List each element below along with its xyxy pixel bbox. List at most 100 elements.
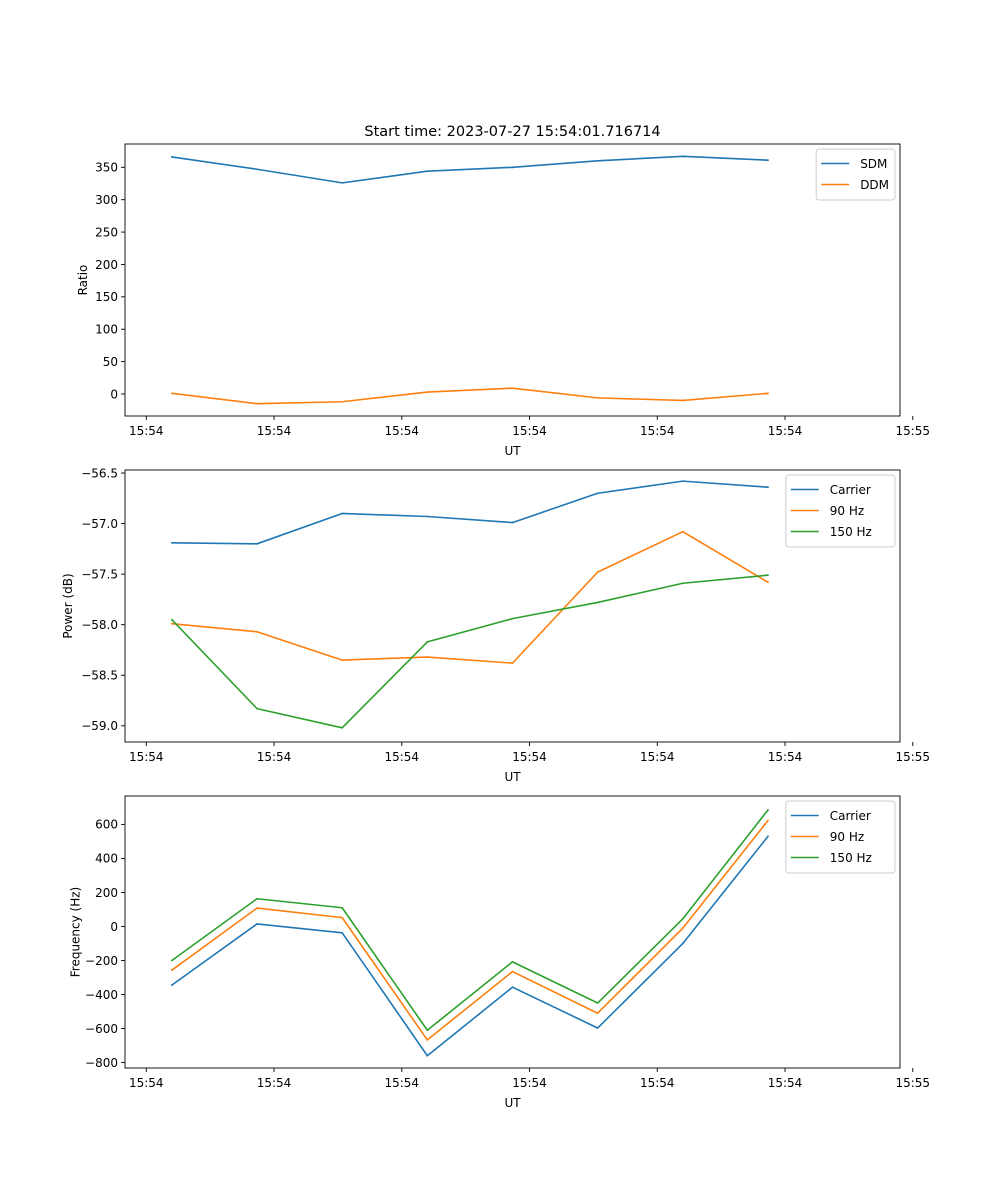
data-point	[596, 1012, 599, 1015]
x-tick-label: 15:54	[640, 750, 675, 764]
data-point	[681, 155, 684, 158]
legend-box	[815, 148, 896, 201]
series-line	[171, 809, 769, 1032]
series-line	[171, 574, 769, 729]
x-tick-label: 15:54	[768, 1076, 803, 1090]
x-tick-label: 15:55	[895, 424, 930, 438]
data-point	[511, 521, 514, 524]
series-150-hz	[170, 809, 769, 1032]
data-point	[170, 541, 173, 544]
series-line	[171, 820, 769, 1041]
x-tick-label: 15:54	[640, 424, 675, 438]
legend-label: 90 Hz	[830, 830, 864, 844]
x-tick-label: 15:54	[129, 424, 164, 438]
legend-label: DDM	[860, 178, 889, 192]
x-tick-label: 15:55	[895, 1076, 930, 1090]
legend-label: 90 Hz	[830, 504, 864, 518]
data-point	[256, 897, 258, 900]
series-90-hz	[170, 819, 769, 1041]
axes-frame	[124, 469, 901, 743]
data-point	[170, 392, 173, 395]
series-carrier	[170, 835, 769, 1057]
data-point	[596, 1027, 599, 1029]
y-tick-label: −56.5	[81, 466, 118, 480]
data-point	[767, 486, 769, 489]
data-point	[426, 1029, 429, 1032]
series-line	[171, 155, 769, 184]
y-tick-label: −600	[85, 1022, 118, 1036]
x-tick-label: 15:54	[129, 750, 164, 764]
data-point	[170, 618, 173, 621]
data-point	[256, 923, 258, 925]
legend-label: 150 Hz	[830, 525, 872, 539]
y-tick-label: 350	[95, 161, 118, 175]
data-point	[596, 601, 599, 604]
legend-label: SDM	[860, 157, 887, 171]
series-line	[171, 835, 769, 1057]
data-point	[341, 916, 344, 919]
data-point	[681, 917, 684, 920]
y-tick-label: 300	[95, 193, 118, 207]
data-point	[767, 809, 769, 811]
legend-box	[785, 800, 896, 874]
series-carrier	[170, 480, 769, 545]
y-tick-label: 50	[103, 355, 118, 369]
y-tick-label: 100	[95, 323, 118, 337]
legend: Carrier 90 Hz 150 Hz	[785, 800, 896, 874]
y-tick-label: 200	[95, 258, 118, 272]
legend-label: Carrier	[830, 809, 871, 823]
series-line	[171, 387, 769, 405]
data-point	[426, 656, 429, 658]
data-point	[596, 159, 599, 162]
data-point	[256, 402, 258, 405]
x-tick-label: 15:54	[768, 424, 803, 438]
x-tick-label: 15:54	[512, 424, 547, 438]
legend: Carrier 90 Hz 150 Hz	[785, 474, 896, 548]
x-tick-label: 15:54	[257, 1076, 292, 1090]
data-point	[511, 166, 514, 169]
x-tick-label: 15:54	[384, 750, 419, 764]
data-point	[767, 159, 769, 162]
legend-label: 150 Hz	[830, 851, 872, 865]
data-point	[341, 181, 344, 184]
y-tick-label: 250	[95, 225, 118, 239]
data-point	[681, 582, 684, 585]
y-tick-label: 400	[95, 852, 118, 866]
x-tick-label: 15:54	[384, 424, 419, 438]
series-150-hz	[170, 574, 769, 729]
data-point	[767, 581, 769, 584]
x-axis-label: UT	[504, 444, 521, 458]
panel-1: 15:54 15:54 15:54 15:54 15:54 15:54 15:55 0 50 10…	[76, 143, 930, 458]
y-tick-label: −200	[85, 954, 118, 968]
data-point	[681, 399, 684, 402]
y-tick-label: −57.5	[81, 567, 118, 581]
series-sdm	[170, 155, 769, 184]
x-tick-label: 15:54	[512, 750, 547, 764]
data-point	[426, 1054, 429, 1057]
legend: SDM DDM	[815, 148, 896, 201]
data-point	[767, 574, 769, 577]
data-point	[341, 931, 344, 934]
data-point	[767, 819, 769, 822]
x-tick-label: 15:55	[895, 750, 930, 764]
y-tick-label: −58.0	[81, 618, 118, 632]
x-tick-label: 15:54	[257, 750, 292, 764]
y-tick-label: −800	[85, 1056, 118, 1070]
x-axis-label: UT	[504, 1096, 521, 1110]
data-point	[596, 571, 599, 574]
x-tick-label: 15:54	[257, 424, 292, 438]
data-point	[170, 959, 173, 962]
panel-3: 15:54 15:54 15:54 15:54 15:54 15:54 15:55 −800 −…	[68, 795, 930, 1110]
y-tick-label: 600	[95, 818, 118, 832]
x-tick-label: 15:54	[768, 750, 803, 764]
data-point	[426, 515, 429, 518]
data-point	[426, 391, 429, 393]
panel-2: 15:54 15:54 15:54 15:54 15:54 15:54 15:55 −59.0…	[61, 466, 930, 784]
y-tick-label: −59.0	[81, 719, 118, 733]
legend-label: Carrier	[830, 483, 871, 497]
panels: 15:54 15:54 15:54 15:54 15:54 15:54 15:55 0 50 10…	[61, 143, 930, 1110]
data-point	[511, 986, 514, 989]
data-point	[767, 392, 769, 395]
y-tick-label: −57.0	[81, 517, 118, 531]
